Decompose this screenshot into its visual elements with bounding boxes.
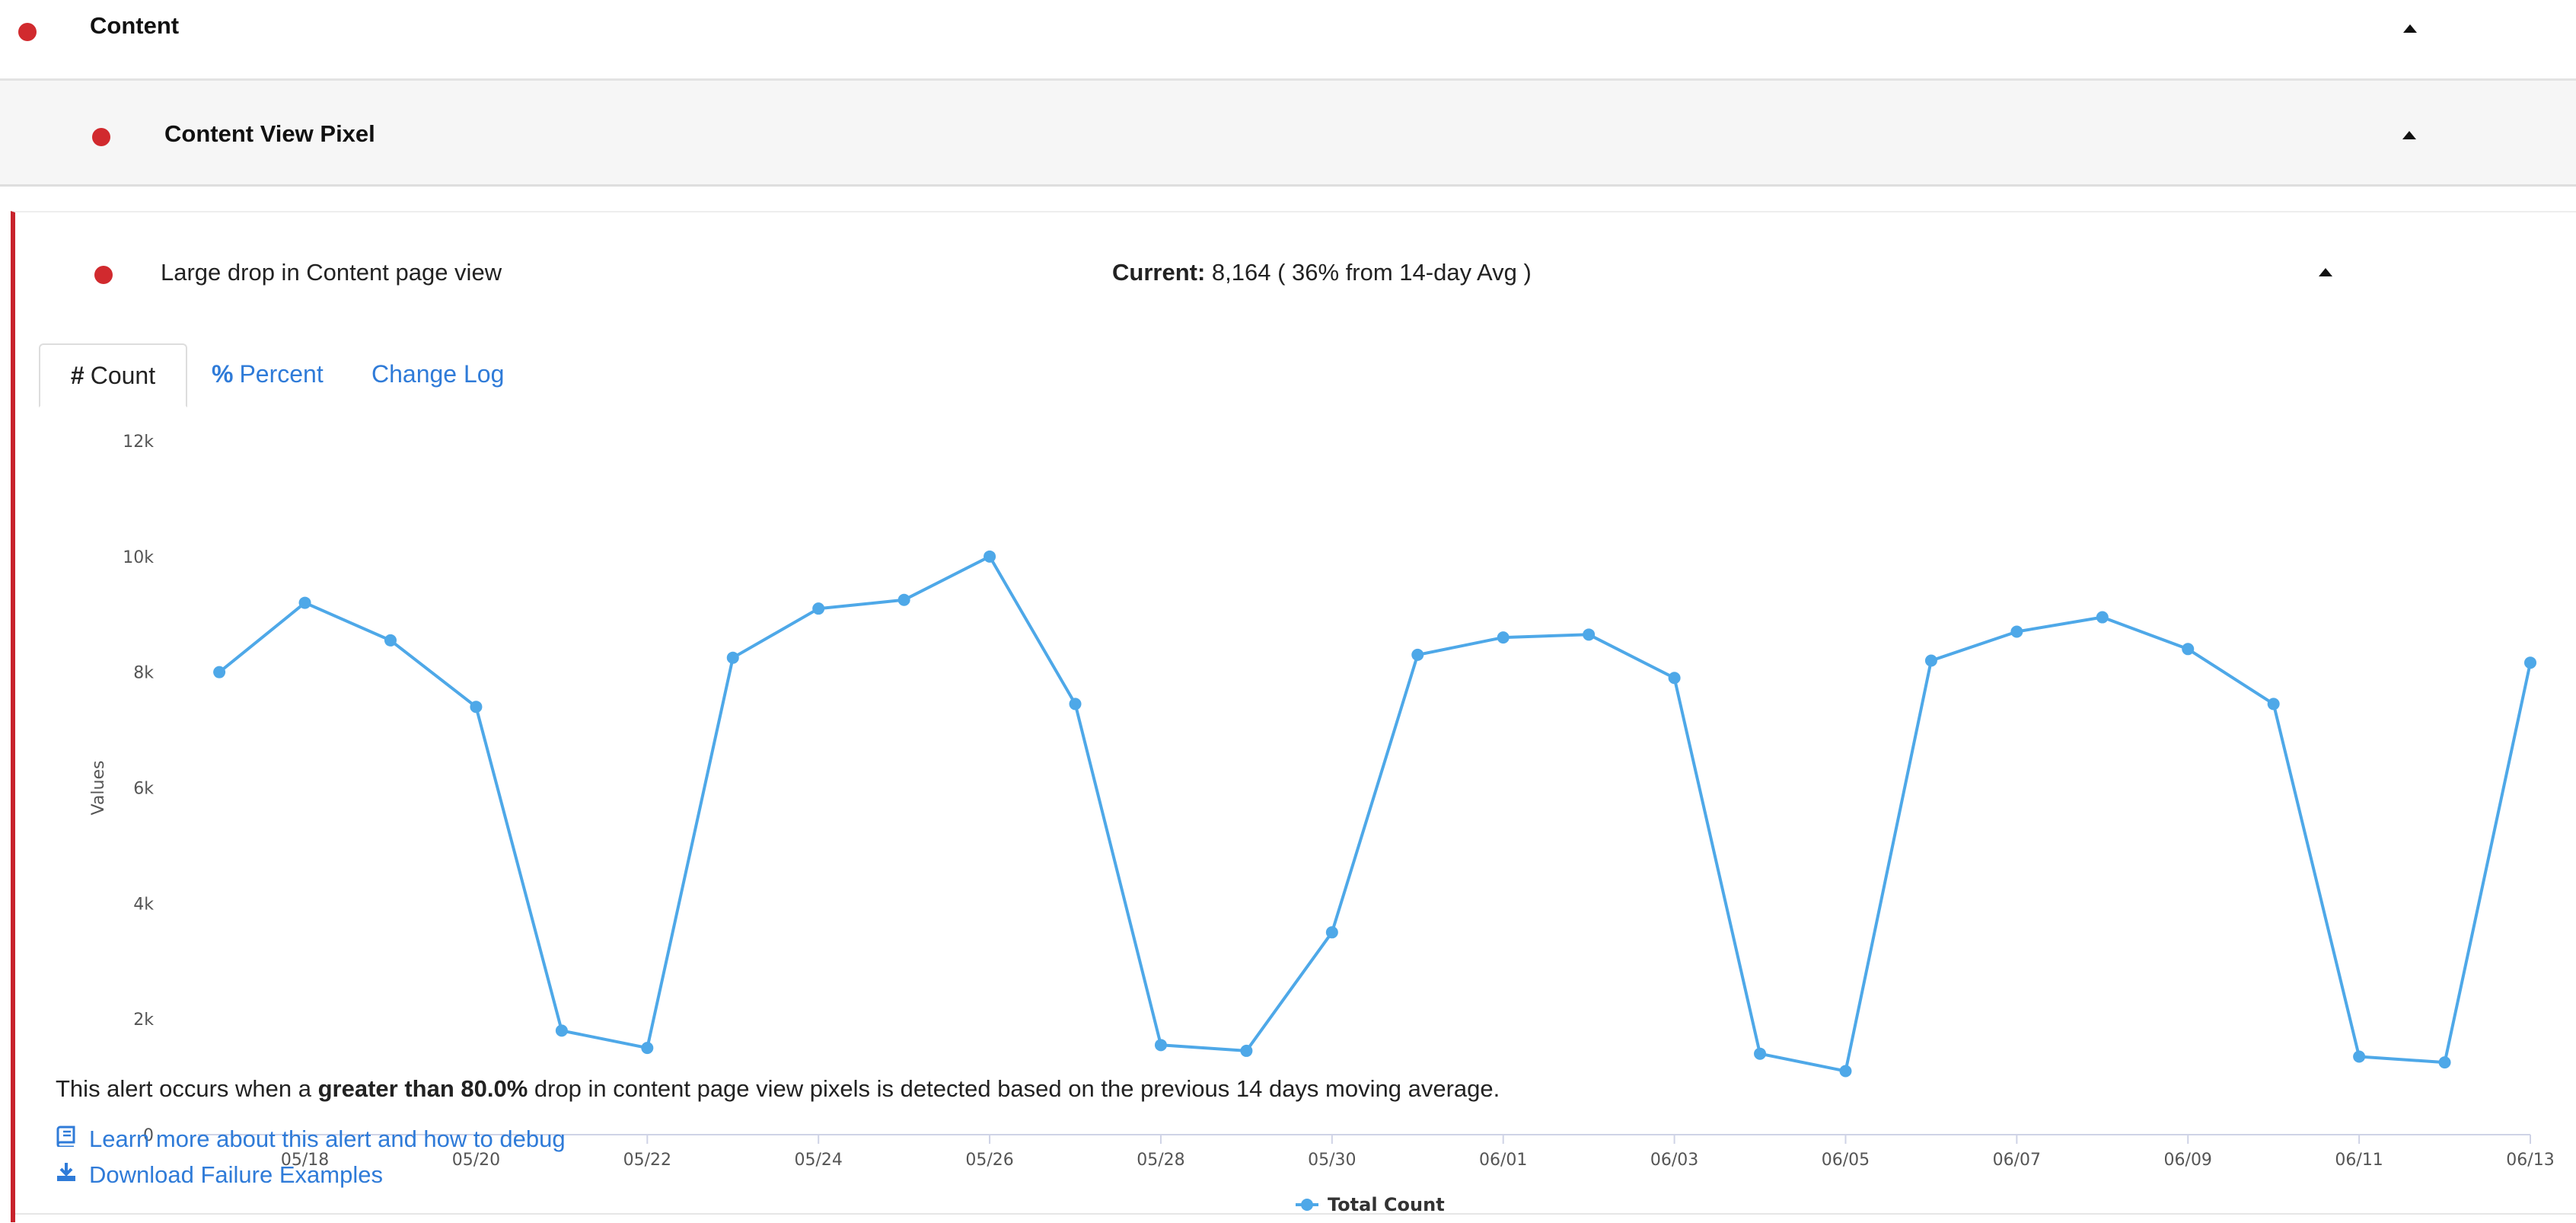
data-point (641, 1042, 654, 1055)
x-tick-label: 06/01 (1479, 1151, 1527, 1170)
download-icon (56, 1161, 77, 1189)
x-tick-label: 05/26 (965, 1151, 1013, 1170)
alert-panel: Large drop in Content page view Current:… (11, 211, 2576, 1222)
data-point (213, 666, 226, 679)
y-tick-label: 10k (123, 548, 154, 567)
y-tick-label: 0 (143, 1126, 154, 1145)
status-dot (94, 266, 113, 284)
learn-more-link[interactable]: Learn more about this alert and how to d… (56, 1126, 566, 1153)
alert-description: This alert occurs when a greater than 80… (56, 1075, 1500, 1103)
y-tick-label: 4k (133, 895, 154, 914)
data-point (1154, 1039, 1167, 1052)
collapse-caret-icon[interactable] (2319, 268, 2332, 276)
data-point (1411, 648, 1424, 661)
tab-count-label: Count (90, 362, 156, 389)
chart-container: 0 2k 4k 6k 8k 10k 12k Values 05/18 05/20 05/22 05/2… (55, 412, 2567, 1219)
hash-icon: # (70, 362, 84, 389)
x-tick-label: 05/18 (281, 1151, 329, 1170)
book-icon (56, 1126, 77, 1153)
section-header-content[interactable]: Content (0, 0, 2576, 81)
data-point (2267, 698, 2280, 710)
collapse-caret-icon[interactable] (2402, 131, 2416, 139)
current-value-text: 8,164 ( 36% from 14-day Avg ) (1211, 259, 1532, 286)
data-point (2524, 656, 2536, 669)
data-point (1924, 654, 1937, 667)
data-point (812, 602, 825, 615)
data-point (2182, 643, 2195, 656)
data-point (2438, 1056, 2451, 1069)
current-value: Current: 8,164 ( 36% from 14-day Avg ) (1112, 259, 1532, 286)
data-point (1754, 1047, 1767, 1060)
x-tick-label: 06/07 (1993, 1151, 2041, 1170)
collapse-caret-icon[interactable] (2403, 24, 2417, 33)
legend-marker (1301, 1199, 1313, 1211)
x-tick-label: 06/13 (2506, 1151, 2554, 1170)
data-point (1240, 1044, 1253, 1057)
download-failure-examples-link[interactable]: Download Failure Examples (56, 1161, 383, 1189)
divider (15, 1213, 2576, 1215)
tab-change-log-label: Change Log (371, 360, 505, 388)
y-tick-label: 2k (133, 1011, 154, 1030)
section-title: Content (90, 12, 180, 39)
tab-count[interactable]: # Count (39, 343, 187, 407)
y-tick-label: 12k (123, 433, 154, 452)
data-point (1839, 1065, 1852, 1078)
legend-label: Total Count (1328, 1194, 1445, 1215)
x-tick-label: 05/24 (794, 1151, 842, 1170)
data-point (1583, 628, 1596, 641)
learn-more-label: Learn more about this alert and how to d… (89, 1126, 566, 1152)
data-point (2096, 611, 2109, 624)
alert-header[interactable]: Large drop in Content page view Current:… (15, 212, 2576, 327)
subsection-title: Content View Pixel (164, 120, 375, 147)
data-point (2010, 625, 2023, 638)
series-line-total-count (218, 554, 2532, 1073)
line-chart: 0 2k 4k 6k 8k 10k 12k Values 05/18 05/20 05/22 05/2… (89, 433, 2555, 1215)
data-point (555, 1024, 568, 1037)
x-tick-label: 06/05 (1822, 1151, 1870, 1170)
tab-percent[interactable]: % Percent (212, 343, 324, 404)
tab-percent-label: Percent (239, 360, 324, 388)
data-point (1497, 631, 1510, 644)
subsection-header-content-view-pixel[interactable]: Content View Pixel (0, 81, 2576, 187)
x-tick-label: 06/11 (2335, 1151, 2383, 1170)
y-tick-label: 8k (133, 664, 154, 683)
description-before: This alert occurs when a (56, 1075, 318, 1102)
x-tick-label: 05/20 (452, 1151, 500, 1170)
percent-icon: % (212, 360, 234, 388)
x-tick-label: 05/30 (1308, 1151, 1356, 1170)
tab-change-log[interactable]: Change Log (371, 343, 504, 404)
x-tick-label: 05/22 (623, 1151, 671, 1170)
description-threshold: greater than 80.0% (317, 1075, 528, 1102)
x-tick-label: 05/28 (1137, 1151, 1184, 1170)
y-tick-label: 6k (133, 780, 154, 799)
data-point (726, 651, 739, 664)
status-dot (18, 23, 37, 41)
data-point (2353, 1050, 2366, 1063)
data-point (1668, 672, 1681, 685)
description-after: drop in content page view pixels is dete… (528, 1075, 1500, 1102)
download-failure-label: Download Failure Examples (89, 1161, 383, 1188)
data-point (1325, 926, 1338, 939)
data-point (984, 550, 996, 563)
data-point (470, 701, 483, 714)
x-tick-label: 06/03 (1650, 1151, 1698, 1170)
status-dot (92, 128, 110, 146)
current-label: Current: (1112, 259, 1206, 286)
data-point (384, 634, 397, 647)
data-point (298, 596, 311, 609)
alert-title: Large drop in Content page view (161, 259, 502, 286)
y-axis-label: Values (89, 761, 108, 816)
x-tick-label: 06/09 (2164, 1151, 2212, 1170)
data-point (897, 593, 910, 606)
data-point (1069, 698, 1082, 710)
